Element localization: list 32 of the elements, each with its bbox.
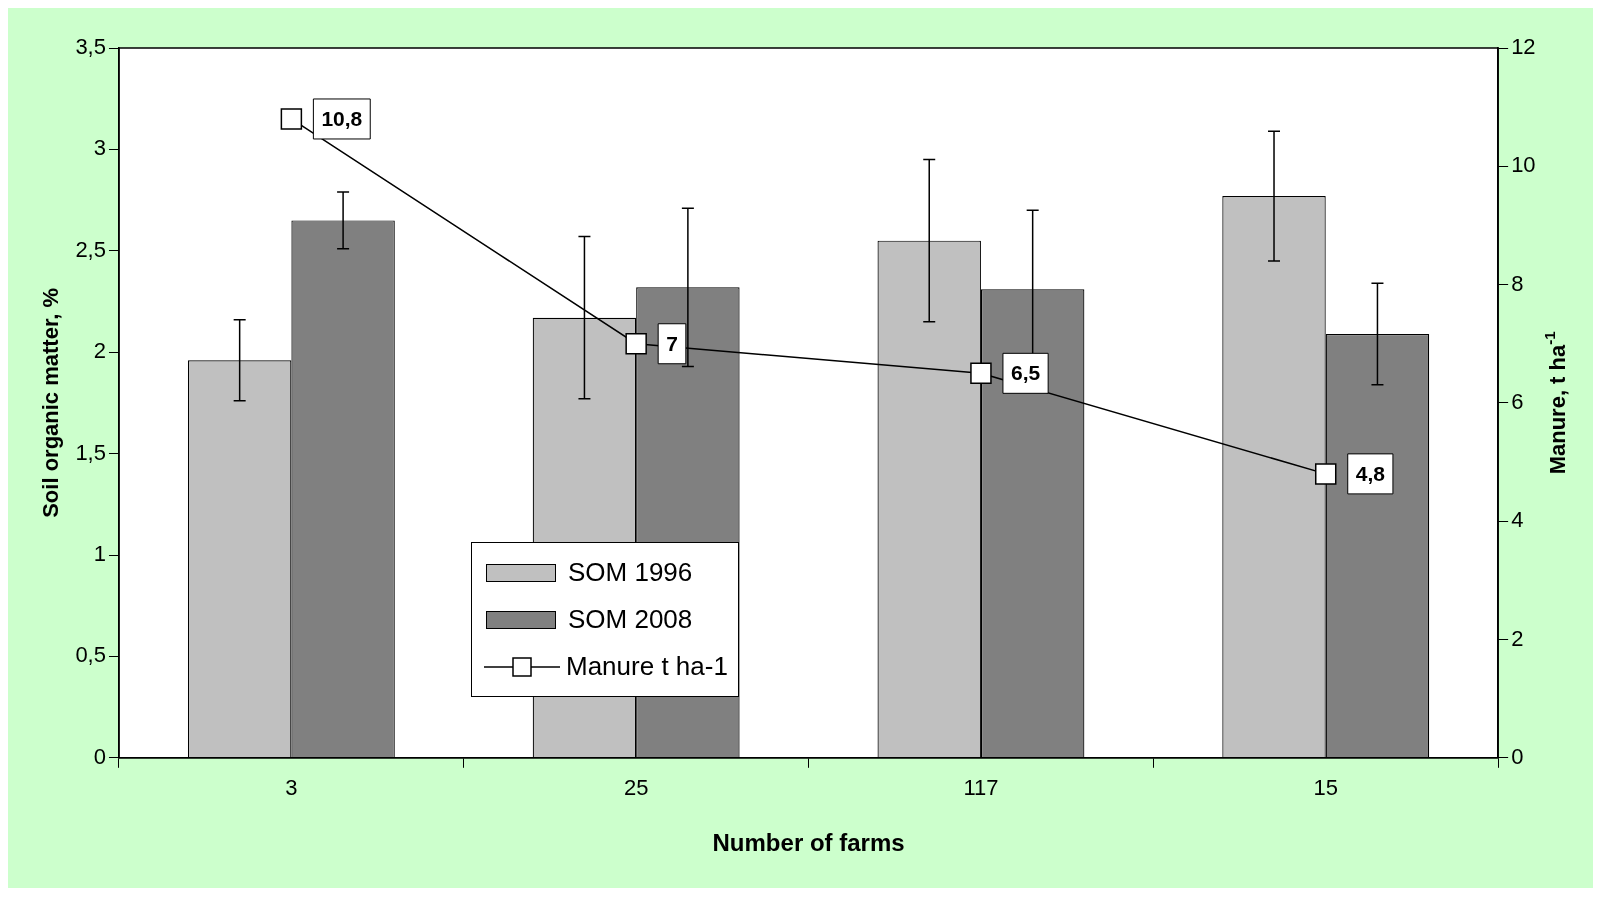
legend-label: SOM 1996	[568, 557, 693, 588]
y-tick-label: 2,5	[75, 236, 106, 262]
data-label: 10,8	[321, 106, 363, 130]
legend-label: Manure t ha-1	[566, 651, 728, 682]
x-axis-title: Number of farms	[712, 829, 905, 857]
y2-tick-label: 0	[1511, 743, 1524, 769]
y2-tick-label: 8	[1511, 270, 1524, 296]
y-tick-label: 3	[93, 135, 106, 161]
y2-tick-label: 2	[1511, 625, 1524, 651]
data-label: 6,5	[1010, 361, 1041, 385]
x-tick-label: 25	[623, 775, 649, 801]
data-label: 4,8	[1355, 461, 1386, 485]
y-tick-label: 1	[93, 541, 106, 567]
y2-axis-title: Manure, t ha-1	[1541, 331, 1571, 475]
y-tick-label: 0,5	[75, 642, 106, 668]
point	[625, 333, 647, 355]
x-tick-label: 117	[963, 775, 999, 801]
x-tick-label: 15	[1313, 775, 1338, 801]
y-tick-label: 0	[93, 743, 106, 769]
point	[970, 362, 992, 385]
x-tick-label: 3	[285, 775, 298, 801]
y-axis-title: Soil organic matter, %	[38, 287, 64, 518]
legend-label: SOM 2008	[568, 604, 693, 635]
y-tick-label: 1,5	[75, 439, 106, 465]
y2-tick-label: 6	[1511, 388, 1524, 414]
y-tick-label: 2	[93, 338, 106, 364]
y2-tick-label: 12	[1511, 34, 1536, 60]
y2-tick-label: 4	[1511, 507, 1524, 533]
y-tick-label: 3,5	[75, 34, 106, 60]
point	[1314, 463, 1337, 485]
data-label: 7	[666, 331, 678, 355]
y2-tick-label: 10	[1511, 152, 1536, 178]
